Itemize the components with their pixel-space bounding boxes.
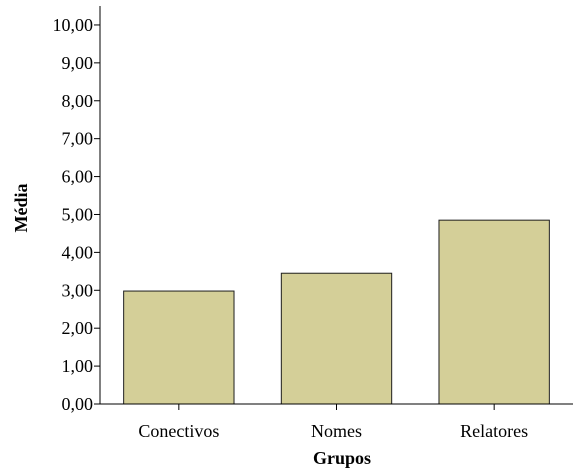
y-tick-label: 3,00 [62,280,94,300]
x-axis: Conectivos Nomes Relatores [100,403,573,441]
y-tick-label: 10,00 [53,15,94,35]
bar [280,272,393,405]
y-tick-label: 2,00 [62,318,94,338]
y-tick-label: 6,00 [62,167,94,187]
y-tick-label: 1,00 [62,356,94,376]
y-tick-label: 9,00 [62,53,94,73]
bar [123,290,235,405]
y-axis: 0,00 1,00 2,00 3,00 4,00 5,00 6,00 7,00 8,00 9,00… [53,6,101,414]
y-axis-title: Média [11,184,31,233]
y-tick-label: 7,00 [62,129,94,149]
y-tick-label: 5,00 [62,204,94,224]
y-tick-label: 8,00 [62,91,94,111]
x-tick-label: Conectivos [138,421,219,441]
x-tick-label: Relatores [460,421,528,441]
bar [438,219,550,405]
x-tick-label: Nomes [311,421,362,441]
bars-group [123,219,550,405]
y-tick-label: 4,00 [62,242,94,262]
x-axis-title: Grupos [313,448,371,468]
y-tick-label: 0,00 [62,394,94,414]
